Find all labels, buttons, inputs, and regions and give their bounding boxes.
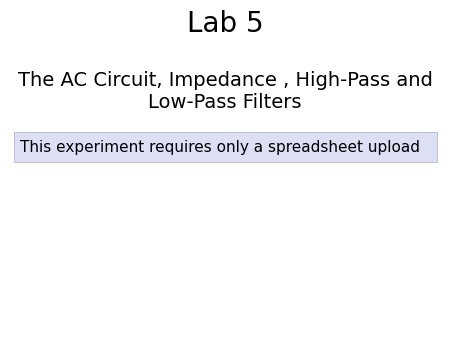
Text: This experiment requires only a spreadsheet upload: This experiment requires only a spreadsh… <box>20 140 420 154</box>
Text: Lab 5: Lab 5 <box>187 10 263 38</box>
FancyBboxPatch shape <box>14 132 436 162</box>
Text: The AC Circuit, Impedance , High-Pass and
Low-Pass Filters: The AC Circuit, Impedance , High-Pass an… <box>18 71 432 112</box>
